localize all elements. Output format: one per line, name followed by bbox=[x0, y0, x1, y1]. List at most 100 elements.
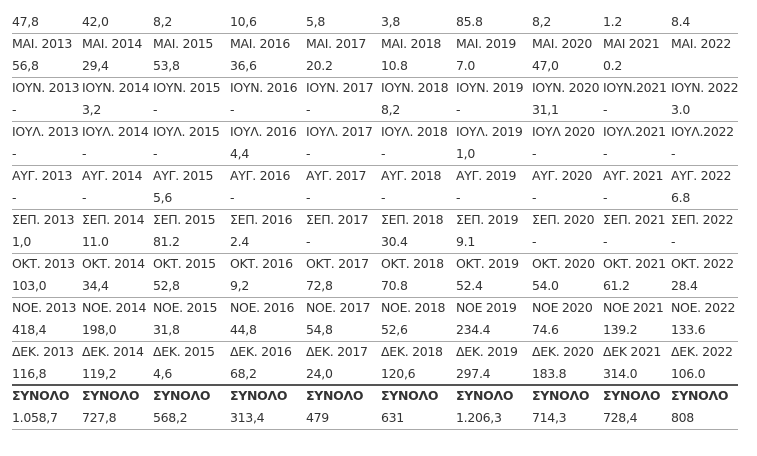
label-cell: ΙΟΥΛ. 2015 bbox=[153, 124, 220, 139]
label-cell: ΜΑΙ. 2019 bbox=[456, 36, 517, 51]
label-cell: ΑΥΓ. 2013 bbox=[12, 168, 73, 183]
value-cell: 119,2 bbox=[82, 366, 117, 381]
label-cell: ΝΟΕ. 2022 bbox=[671, 300, 736, 315]
value-cell: 42,0 bbox=[82, 14, 109, 29]
label-cell: ΣΥΝΟΛΟ bbox=[456, 388, 514, 403]
value-cell: 61.2 bbox=[603, 278, 630, 293]
value-cell: 8,2 bbox=[532, 14, 551, 29]
value-cell: - bbox=[603, 234, 608, 249]
label-cell: ΣΥΝΟΛΟ bbox=[671, 388, 729, 403]
value-cell: 85.8 bbox=[456, 14, 483, 29]
label-cell: ΜΑΙ. 2016 bbox=[230, 36, 291, 51]
row-divider bbox=[12, 429, 738, 430]
value-cell: 103,0 bbox=[12, 278, 47, 293]
label-cell: ΝΟΕ 2020 bbox=[532, 300, 593, 315]
value-cell: 1,0 bbox=[456, 146, 475, 161]
label-cell: ΣΕΠ. 2013 bbox=[12, 212, 75, 227]
value-cell: 47,8 bbox=[12, 14, 39, 29]
value-cell: - bbox=[12, 190, 17, 205]
value-cell: - bbox=[603, 190, 608, 205]
value-cell: 10,6 bbox=[230, 14, 257, 29]
value-cell: - bbox=[230, 190, 235, 205]
label-cell: ΑΥΓ. 2014 bbox=[82, 168, 143, 183]
value-cell: 24,0 bbox=[306, 366, 333, 381]
label-cell: ΟΚΤ. 2021 bbox=[603, 256, 666, 271]
label-cell: ΝΟΕ. 2016 bbox=[230, 300, 295, 315]
label-cell: ΙΟΥΛ. 2018 bbox=[381, 124, 448, 139]
label-cell: ΙΟΥΛ. 2014 bbox=[82, 124, 149, 139]
value-cell: 5,6 bbox=[153, 190, 172, 205]
value-cell: 139.2 bbox=[603, 322, 638, 337]
label-cell: ΟΚΤ. 2017 bbox=[306, 256, 369, 271]
value-cell: 313,4 bbox=[230, 410, 265, 425]
value-cell: 714,3 bbox=[532, 410, 567, 425]
value-cell: 631 bbox=[381, 410, 404, 425]
label-cell: ΜΑΙ. 2020 bbox=[532, 36, 593, 51]
label-cell: ΙΟΥΛ.2022 bbox=[671, 124, 734, 139]
value-cell: - bbox=[381, 146, 386, 161]
value-cell: 198,0 bbox=[82, 322, 117, 337]
label-cell: ΑΥΓ. 2021 bbox=[603, 168, 664, 183]
value-cell: - bbox=[456, 190, 461, 205]
label-cell: ΣΥΝΟΛΟ bbox=[82, 388, 140, 403]
row-divider bbox=[12, 341, 738, 342]
value-cell: 3,8 bbox=[381, 14, 400, 29]
label-cell: ΙΟΥΛ. 2016 bbox=[230, 124, 297, 139]
label-cell: ΣΥΝΟΛΟ bbox=[153, 388, 211, 403]
label-cell: ΟΚΤ. 2015 bbox=[153, 256, 216, 271]
label-cell: ΙΟΥΛ. 2013 bbox=[12, 124, 79, 139]
value-cell: - bbox=[306, 234, 311, 249]
value-cell: 36,6 bbox=[230, 58, 257, 73]
value-cell: 74.6 bbox=[532, 322, 559, 337]
label-cell: ΑΥΓ. 2022 bbox=[671, 168, 732, 183]
label-cell: ΣΥΝΟΛΟ bbox=[381, 388, 439, 403]
value-cell: 2.4 bbox=[230, 234, 249, 249]
label-cell: ΣΥΝΟΛΟ bbox=[12, 388, 70, 403]
row-divider bbox=[12, 253, 738, 254]
value-cell: - bbox=[603, 102, 608, 117]
label-cell: ΔΕΚ. 2022 bbox=[671, 344, 733, 359]
label-cell: ΑΥΓ. 2020 bbox=[532, 168, 593, 183]
total-divider bbox=[12, 384, 738, 386]
label-cell: ΙΟΥΝ. 2019 bbox=[456, 80, 524, 95]
label-cell: ΝΟΕ. 2015 bbox=[153, 300, 218, 315]
label-cell: ΟΚΤ. 2022 bbox=[671, 256, 734, 271]
value-cell: 9.1 bbox=[456, 234, 475, 249]
value-cell: 1,0 bbox=[12, 234, 31, 249]
value-cell: 54.0 bbox=[532, 278, 559, 293]
label-cell: ΟΚΤ. 2013 bbox=[12, 256, 75, 271]
label-cell: ΝΟΕ. 2014 bbox=[82, 300, 147, 315]
value-cell: 9,2 bbox=[230, 278, 249, 293]
value-cell: 52,6 bbox=[381, 322, 408, 337]
value-cell: 183.8 bbox=[532, 366, 567, 381]
row-divider bbox=[12, 77, 738, 78]
label-cell: ΜΑΙ. 2018 bbox=[381, 36, 442, 51]
value-cell: - bbox=[230, 102, 235, 117]
value-cell: 47,0 bbox=[532, 58, 559, 73]
label-cell: ΣΕΠ. 2018 bbox=[381, 212, 444, 227]
value-cell: 1.058,7 bbox=[12, 410, 58, 425]
value-cell: 8,2 bbox=[381, 102, 400, 117]
value-cell: 68,2 bbox=[230, 366, 257, 381]
label-cell: ΝΟΕ. 2018 bbox=[381, 300, 446, 315]
value-cell: - bbox=[532, 190, 537, 205]
value-cell: 56,8 bbox=[12, 58, 39, 73]
value-cell: - bbox=[153, 102, 158, 117]
label-cell: ΜΑΙ 2021 bbox=[603, 36, 660, 51]
value-cell: - bbox=[456, 102, 461, 117]
label-cell: ΑΥΓ. 2015 bbox=[153, 168, 214, 183]
label-cell: ΣΕΠ. 2019 bbox=[456, 212, 519, 227]
label-cell: ΔΕΚ. 2019 bbox=[456, 344, 518, 359]
label-cell: ΟΚΤ. 2018 bbox=[381, 256, 444, 271]
value-cell: 3,2 bbox=[82, 102, 101, 117]
label-cell: ΙΟΥΛ 2020 bbox=[532, 124, 595, 139]
value-cell: - bbox=[671, 234, 676, 249]
value-cell: 72,8 bbox=[306, 278, 333, 293]
label-cell: ΑΥΓ. 2017 bbox=[306, 168, 367, 183]
value-cell: 52.4 bbox=[456, 278, 483, 293]
value-cell: 1.206,3 bbox=[456, 410, 502, 425]
value-cell: 418,4 bbox=[12, 322, 47, 337]
label-cell: ΙΟΥΝ. 2013 bbox=[12, 80, 80, 95]
label-cell: ΙΟΥΝ. 2016 bbox=[230, 80, 298, 95]
